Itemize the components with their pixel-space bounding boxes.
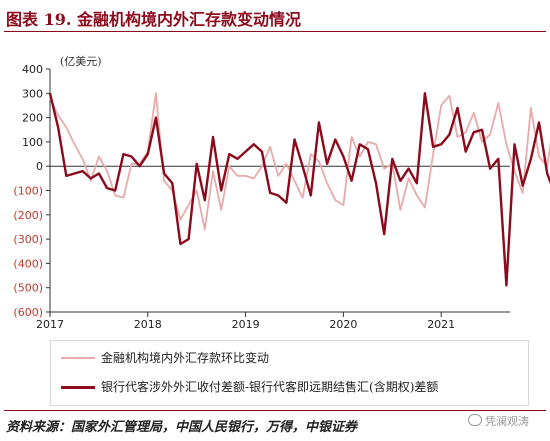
chart-title: 图表 19. 金融机构境内外汇存款变动情况: [6, 10, 301, 29]
legend-swatch-fx-balance: [61, 386, 95, 389]
wechat-icon: [468, 414, 482, 426]
line-chart: 400 300 200 100 0 (100) (200) (300) (400) (500) (6…: [13, 63, 550, 331]
source-note: 资料来源：国家外汇管理局，中国人民银行，万得，中银证券: [6, 420, 358, 435]
legend-item-fx-balance: 银行代客涉外外汇收付差额-银行代客即远期结售汇(含期权)差额: [61, 378, 521, 396]
series-line-deposit-change: [49, 92, 550, 231]
watermark: 凭澜观涛: [468, 413, 529, 429]
y-tick-label: 300: [22, 87, 43, 100]
y-tick-label: 0: [36, 160, 43, 173]
chart-title-bar: 图表 19. 金融机构境内外汇存款变动情况: [4, 1, 546, 32]
legend-label-deposit-change: 金融机构境内外汇存款环比变动: [101, 351, 270, 365]
x-tick-label: 2020: [329, 318, 357, 331]
chart-legend: 金融机构境内外汇存款环比变动 银行代客涉外外汇收付差额-银行代客即远期结售汇(含…: [50, 340, 529, 406]
x-tick-label: 2021: [427, 318, 455, 331]
y-axis-unit-label: (亿美元): [60, 55, 102, 68]
x-tick-label: 2017: [36, 318, 64, 331]
y-tick-label: 400: [22, 63, 43, 76]
y-tick-label: 100: [22, 136, 43, 149]
watermark-text: 凭澜观涛: [485, 415, 529, 428]
x-tick-label: 2019: [232, 318, 260, 331]
y-tick-label: (500): [13, 282, 43, 295]
source-footer: 资料来源：国家外汇管理局，中国人民银行，万得，中银证券: [4, 410, 546, 435]
x-tick-label: 2018: [134, 318, 162, 331]
series-line-fx-balance: [48, 92, 550, 287]
legend-label-fx-balance: 银行代客涉外外汇收付差额-银行代客即远期结售汇(含期权)差额: [101, 380, 439, 394]
y-tick-label: (400): [13, 257, 43, 270]
y-tick-label: (100): [13, 185, 43, 198]
y-tick-label: (600): [13, 306, 43, 319]
legend-swatch-deposit-change: [61, 357, 95, 359]
y-tick-label: 200: [22, 112, 43, 125]
y-tick-label: (300): [13, 233, 43, 246]
y-tick-label: (200): [13, 209, 43, 222]
legend-item-deposit-change: 金融机构境内外汇存款环比变动: [61, 349, 521, 367]
